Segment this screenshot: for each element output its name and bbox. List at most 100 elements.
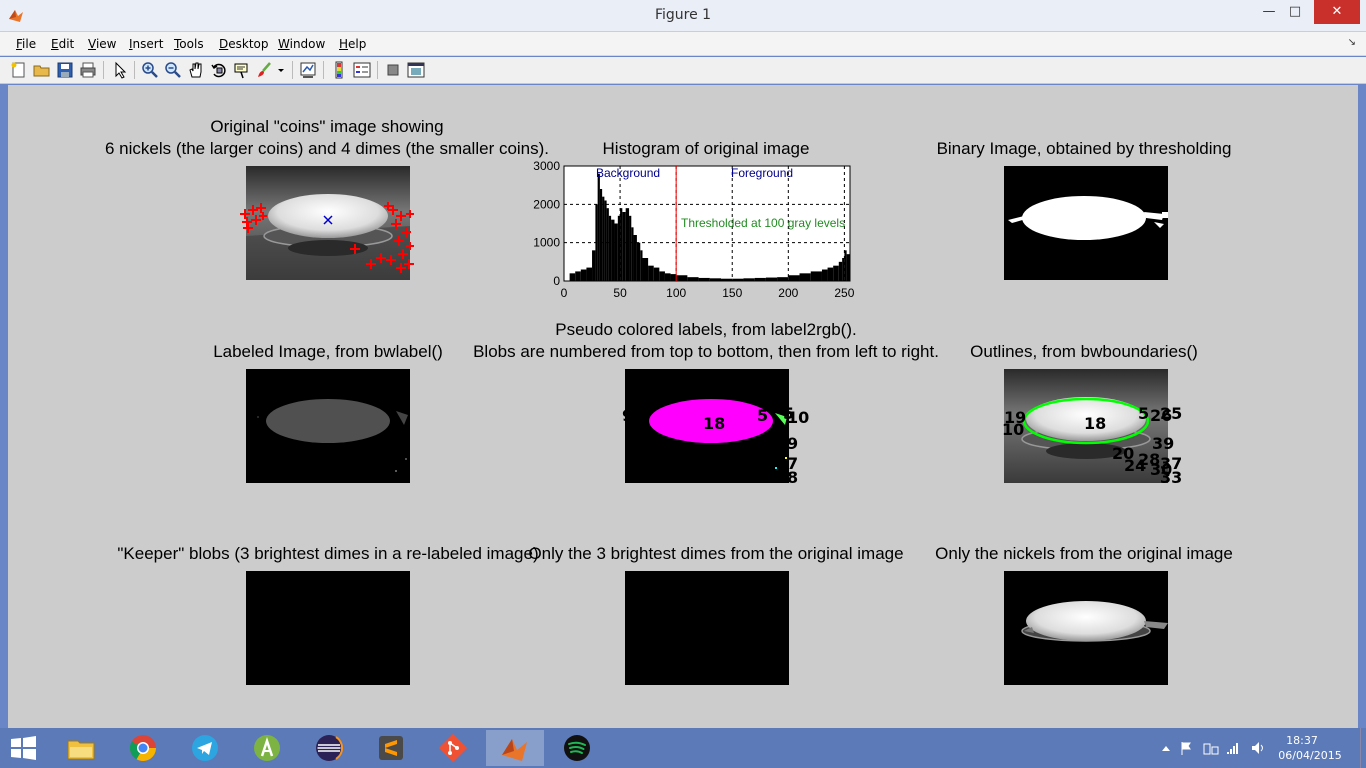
rotate-3d-icon[interactable] (210, 61, 228, 79)
histogram-bar (592, 250, 596, 281)
eclipse-icon (316, 735, 343, 761)
taskbar-file-explorer[interactable] (52, 730, 110, 766)
menu-desktop[interactable]: Desktop (219, 37, 269, 51)
x-tick-label: 0 (561, 286, 568, 300)
clock-time[interactable]: 18:37 (1286, 734, 1318, 747)
x-tick-label: 150 (722, 286, 742, 300)
zoom-out-icon[interactable] (164, 61, 182, 79)
histogram-bar (846, 254, 850, 281)
dimes-title: Only the 3 brightest dimes from the orig… (528, 544, 904, 563)
taskbar-matlab[interactable] (486, 730, 544, 766)
save-icon[interactable] (56, 61, 74, 79)
data-cursor-icon[interactable] (233, 61, 251, 79)
blob-label: 10 (787, 408, 809, 427)
battery-icon (1203, 743, 1211, 755)
histogram-title: Histogram of original image (602, 139, 810, 158)
blob-label: 10 (1002, 420, 1024, 439)
menu-dock-arrow-icon[interactable]: ↘ (1347, 37, 1356, 48)
minimize-button[interactable]: — (1256, 0, 1282, 24)
histogram-bar (842, 258, 845, 281)
histogram-bar (597, 173, 600, 281)
maximize-button[interactable]: □ (1282, 0, 1308, 24)
menu-tools[interactable]: Tools (174, 37, 204, 51)
foreground-annotation: Foreground (731, 166, 793, 180)
taskbar: 18:37 06/04/2015 (0, 728, 1366, 768)
taskbar-git[interactable] (424, 730, 482, 766)
histogram-bar (569, 273, 576, 281)
blob-label: 9 (622, 406, 633, 425)
open-file-icon[interactable] (33, 61, 51, 79)
telegram-icon (192, 735, 218, 761)
show-desktop-button[interactable] (1360, 728, 1366, 768)
figure-toolbar (0, 57, 1366, 84)
menu-help[interactable]: Help (339, 37, 367, 51)
menu-insert[interactable]: Insert (129, 37, 164, 51)
histogram-bar (625, 208, 630, 281)
menu-view[interactable]: View (88, 37, 117, 51)
keeper-blobs-panel (246, 571, 410, 685)
histogram-bar (617, 215, 621, 281)
taskbar-eclipse[interactable] (300, 730, 358, 766)
menu-window[interactable]: Window (278, 37, 326, 51)
spotify-icon (564, 735, 590, 761)
histogram-bar (827, 267, 834, 281)
histogram-bar (664, 273, 671, 281)
start-button-icon[interactable] (10, 736, 38, 760)
histogram-x-ticks: 0 50 100 150 200 250 (561, 286, 855, 300)
histogram-bar (614, 223, 618, 281)
menu-edit[interactable]: Edit (51, 37, 75, 51)
brush-dropdown-icon[interactable] (276, 61, 286, 79)
histogram-bar (575, 271, 581, 281)
histogram-bar (833, 265, 839, 281)
hide-plot-tools-icon[interactable] (384, 61, 402, 79)
link-plot-icon[interactable] (299, 61, 317, 79)
taskbar-telegram[interactable] (176, 730, 234, 766)
blob-label: 24 (1124, 456, 1146, 475)
insert-legend-icon[interactable] (353, 61, 371, 79)
histogram-bar (788, 275, 800, 281)
histogram-svg: 0 50 100 150 200 250 0 1000 2000 3000 Background… (533, 159, 855, 300)
menu-file[interactable]: File (16, 37, 37, 51)
action-center-flag-icon (1181, 742, 1191, 755)
histogram-bar (599, 189, 603, 281)
window-title: Figure 1 (654, 7, 712, 23)
new-figure-icon[interactable] (10, 61, 28, 79)
histogram-bar (631, 227, 634, 281)
histogram-bar (622, 212, 626, 281)
blob-label: 7 (787, 454, 798, 473)
volume-icon (1252, 742, 1259, 754)
outlines-panel: 18 19 10 5 20 24 28 26 25 39 30 37 33 (1002, 369, 1182, 487)
histogram-bar (606, 208, 609, 281)
blob-label: 25 (1160, 404, 1182, 423)
histogram-bar (620, 208, 623, 281)
brush-icon[interactable] (256, 61, 274, 79)
blob-label: 18 (703, 414, 725, 433)
system-tray[interactable] (1160, 740, 1270, 756)
insert-colorbar-icon[interactable] (330, 61, 348, 79)
taskbar-android-studio[interactable] (238, 730, 296, 766)
zoom-in-icon[interactable] (141, 61, 159, 79)
blob-label: 18 (1084, 414, 1106, 433)
toolbar-separator (134, 61, 135, 79)
y-tick-label: 0 (553, 274, 560, 288)
original-image-panel (240, 166, 414, 280)
print-icon[interactable] (79, 61, 97, 79)
pan-icon[interactable] (187, 61, 205, 79)
histogram-bar (777, 277, 789, 281)
show-plot-tools-icon[interactable] (407, 61, 425, 79)
taskbar-sublime-text[interactable] (362, 730, 420, 766)
file-explorer-icon (67, 740, 95, 760)
histogram-bar (698, 277, 710, 281)
histogram-bar (642, 258, 649, 281)
histogram-bar (633, 235, 637, 281)
clock-date[interactable]: 06/04/2015 (1278, 749, 1342, 762)
sublime-text-icon (379, 736, 403, 760)
close-button[interactable]: ✕ (1314, 0, 1360, 24)
minimize-icon: — (1262, 4, 1276, 19)
original-title-line1: Original "coins" image showing (210, 117, 444, 136)
blob-label: 39 (1152, 434, 1174, 453)
edit-plot-icon[interactable] (111, 61, 129, 79)
taskbar-chrome[interactable] (114, 730, 172, 766)
x-tick-label: 100 (666, 286, 686, 300)
taskbar-spotify[interactable] (548, 730, 606, 766)
